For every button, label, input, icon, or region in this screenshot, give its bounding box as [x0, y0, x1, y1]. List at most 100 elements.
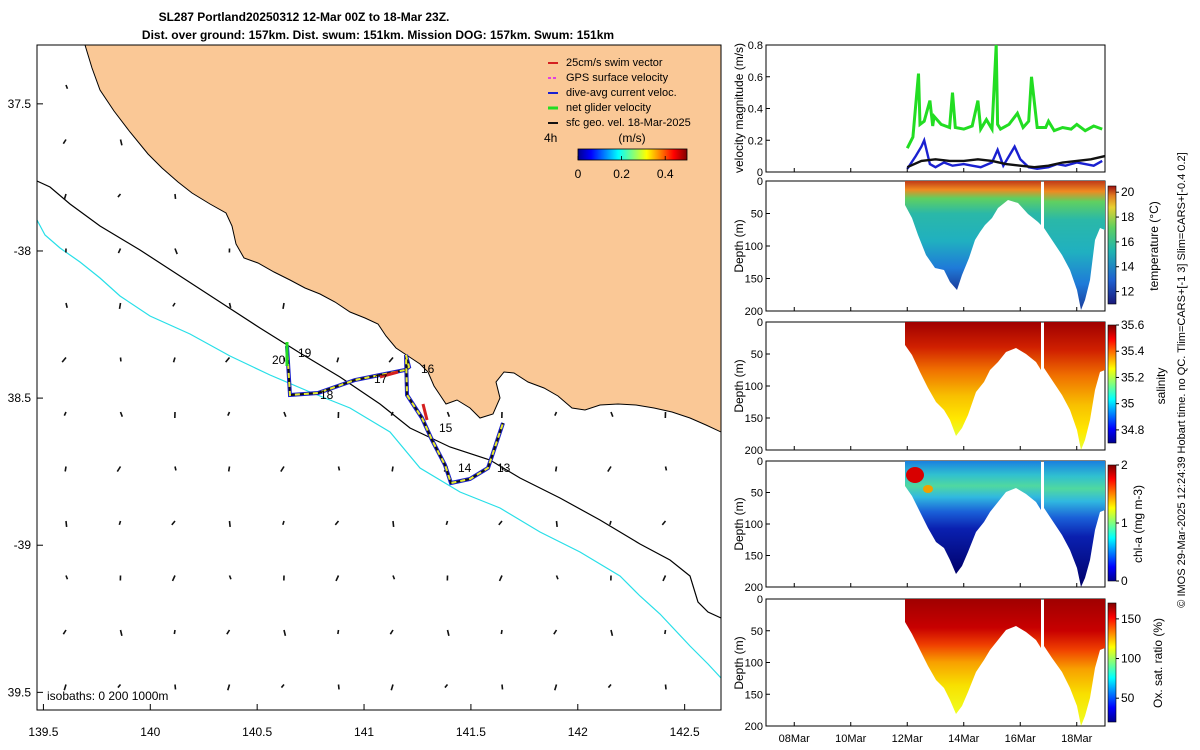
legend-label: net glider velocity	[566, 102, 651, 114]
velocity-arrow	[65, 520, 68, 528]
velocity-arrow	[280, 683, 285, 689]
velocity-arrow	[228, 302, 232, 309]
velocity-arrow	[391, 466, 394, 472]
time-tick-label: 18Mar	[1061, 733, 1093, 745]
velocity-axes	[765, 44, 1106, 173]
chlorophyll-colorbar	[1107, 464, 1117, 582]
velocity-arrow	[282, 520, 285, 526]
velocity-arrow	[119, 139, 123, 146]
velocity-y-axis: 0 0.2 0.4 0.6 0.8	[748, 40, 770, 179]
time-tick-label: 08Mar	[779, 733, 811, 745]
chlorophyll-colorbar-ticks: 0 1 2	[1116, 458, 1128, 588]
map-y-axis: 37.5 -38 38.5 -39 39.5	[8, 97, 43, 699]
velocity-arrow	[337, 684, 340, 690]
chlorophyll-max-patch	[906, 467, 924, 483]
depth-y-tick-label: 100	[745, 381, 763, 393]
isobath-1000m	[37, 219, 721, 679]
velocity-series	[905, 44, 1106, 171]
depth-y-tick-label: 0	[757, 317, 763, 329]
salinity-y-axis: 0 50 100 150 200	[745, 317, 770, 457]
cbar-tick-label: 20	[1121, 185, 1135, 199]
velocity-arrow	[662, 575, 667, 582]
depth-y-tick-label: 50	[751, 349, 763, 361]
depth-y-tick-label: 150	[745, 274, 763, 286]
cbar-tick-label: 150	[1121, 612, 1141, 626]
track-day-label: 19	[298, 346, 312, 360]
velocity-arrow	[61, 356, 67, 363]
velocity-arrow	[119, 629, 123, 637]
map-y-tick-label: -38	[14, 244, 32, 258]
depth-y-tick-label: 0	[757, 456, 763, 468]
velocity-arrow	[62, 629, 67, 635]
velocity-arrow	[554, 466, 558, 472]
map-x-tick-label: 141	[354, 725, 374, 739]
velocity-arrow	[226, 684, 231, 691]
depth-y-tick-label: 100	[745, 658, 763, 670]
velocity-ylabel: velocity magnitude (m/s)	[732, 43, 746, 173]
velocity-arrow	[337, 466, 341, 471]
colorbar-tick-label: 0	[575, 167, 582, 181]
map-x-tick-label: 140	[140, 725, 160, 739]
velocity-arrow	[446, 629, 450, 637]
salinity-colorbar-ticks: 34.8 35 35.2 35.4 35.6	[1116, 318, 1145, 437]
velocity-arrow	[171, 575, 176, 582]
velocity-y-tick-label: 0	[757, 167, 763, 179]
depth-y-tick-label: 150	[745, 689, 763, 701]
temperature-colorbar	[1107, 185, 1117, 305]
velocity-arrow	[389, 629, 394, 635]
legend-label: 25cm/s swim vector	[566, 57, 663, 69]
cbar-tick-label: 50	[1121, 691, 1135, 705]
speed-colorbar-ticks: 0 0.2 0.4	[575, 156, 674, 181]
velocity-arrow	[174, 466, 177, 471]
velocity-arrow	[280, 466, 285, 473]
depth-y-tick-label: 200	[745, 306, 763, 318]
cbar-tick-label: 2	[1121, 458, 1128, 472]
velocity-arrow	[283, 411, 287, 417]
velocity-arrow	[334, 520, 340, 526]
legend-label: GPS surface velocity	[566, 72, 669, 84]
depth-y-tick-label: 50	[751, 209, 763, 221]
velocity-arrow	[335, 575, 340, 582]
cbar-tick-label: 0	[1121, 574, 1128, 588]
velocity-arrow	[664, 629, 667, 635]
velocity-y-tick-label: 0.2	[748, 135, 763, 147]
salinity-colorbar	[1107, 324, 1117, 444]
speed-colorbar	[577, 148, 688, 161]
time-axis: 08Mar 10Mar 12Mar 14Mar 16Mar 18Mar	[779, 168, 1093, 745]
velocity-arrow	[63, 411, 67, 416]
velocity-arrow	[118, 520, 122, 526]
depth-y-tick-label: 200	[745, 582, 763, 594]
temperature-cbar-label: temperature (°C)	[1147, 201, 1161, 291]
track-day-label: 15	[439, 421, 453, 435]
velocity-arrow	[228, 520, 231, 528]
velocity-arrow	[498, 575, 503, 582]
velocity-arrow	[65, 575, 69, 580]
cbar-tick-label: 12	[1121, 285, 1135, 299]
track-day-label: 13	[497, 461, 511, 475]
velocity-arrow	[554, 411, 558, 416]
map-frame	[36, 44, 722, 711]
oxygen-cbar-label: Ox. sat. ratio (%)	[1151, 618, 1165, 708]
map-x-tick-label: 141.5	[456, 725, 486, 739]
velocity-arrow	[117, 193, 122, 198]
velocity-arrow	[555, 575, 559, 580]
velocity-arrow	[498, 520, 503, 526]
legend-label: sfc geo. vel. 18-Mar-2025	[566, 117, 691, 129]
chlorophyll-panel: 0 50 100 150 200 0 1 2 Depth (m) chl-a (mg m-3…	[732, 456, 1145, 594]
time-tick-label: 12Mar	[892, 733, 924, 745]
velocity-arrow	[390, 411, 394, 416]
velocity-arrow	[172, 357, 176, 363]
map-x-tick-label: 142	[568, 725, 588, 739]
track-day-label: 17	[374, 372, 388, 386]
velocity-arrow	[392, 575, 396, 580]
velocity-y-tick-label: 0.6	[748, 72, 763, 84]
velocity-arrow	[664, 684, 667, 690]
velocity-series-line	[905, 44, 1103, 149]
map-x-tick-label: 139.5	[28, 725, 58, 739]
velocity-arrow	[282, 302, 285, 310]
velocity-arrow	[65, 302, 68, 309]
velocity-arrow	[226, 629, 231, 635]
map-y-tick-label: 38.5	[8, 391, 32, 405]
velocity-panel: 0 0.2 0.4 0.6 0.8 velocity magnitude (m/s)	[732, 40, 1106, 179]
